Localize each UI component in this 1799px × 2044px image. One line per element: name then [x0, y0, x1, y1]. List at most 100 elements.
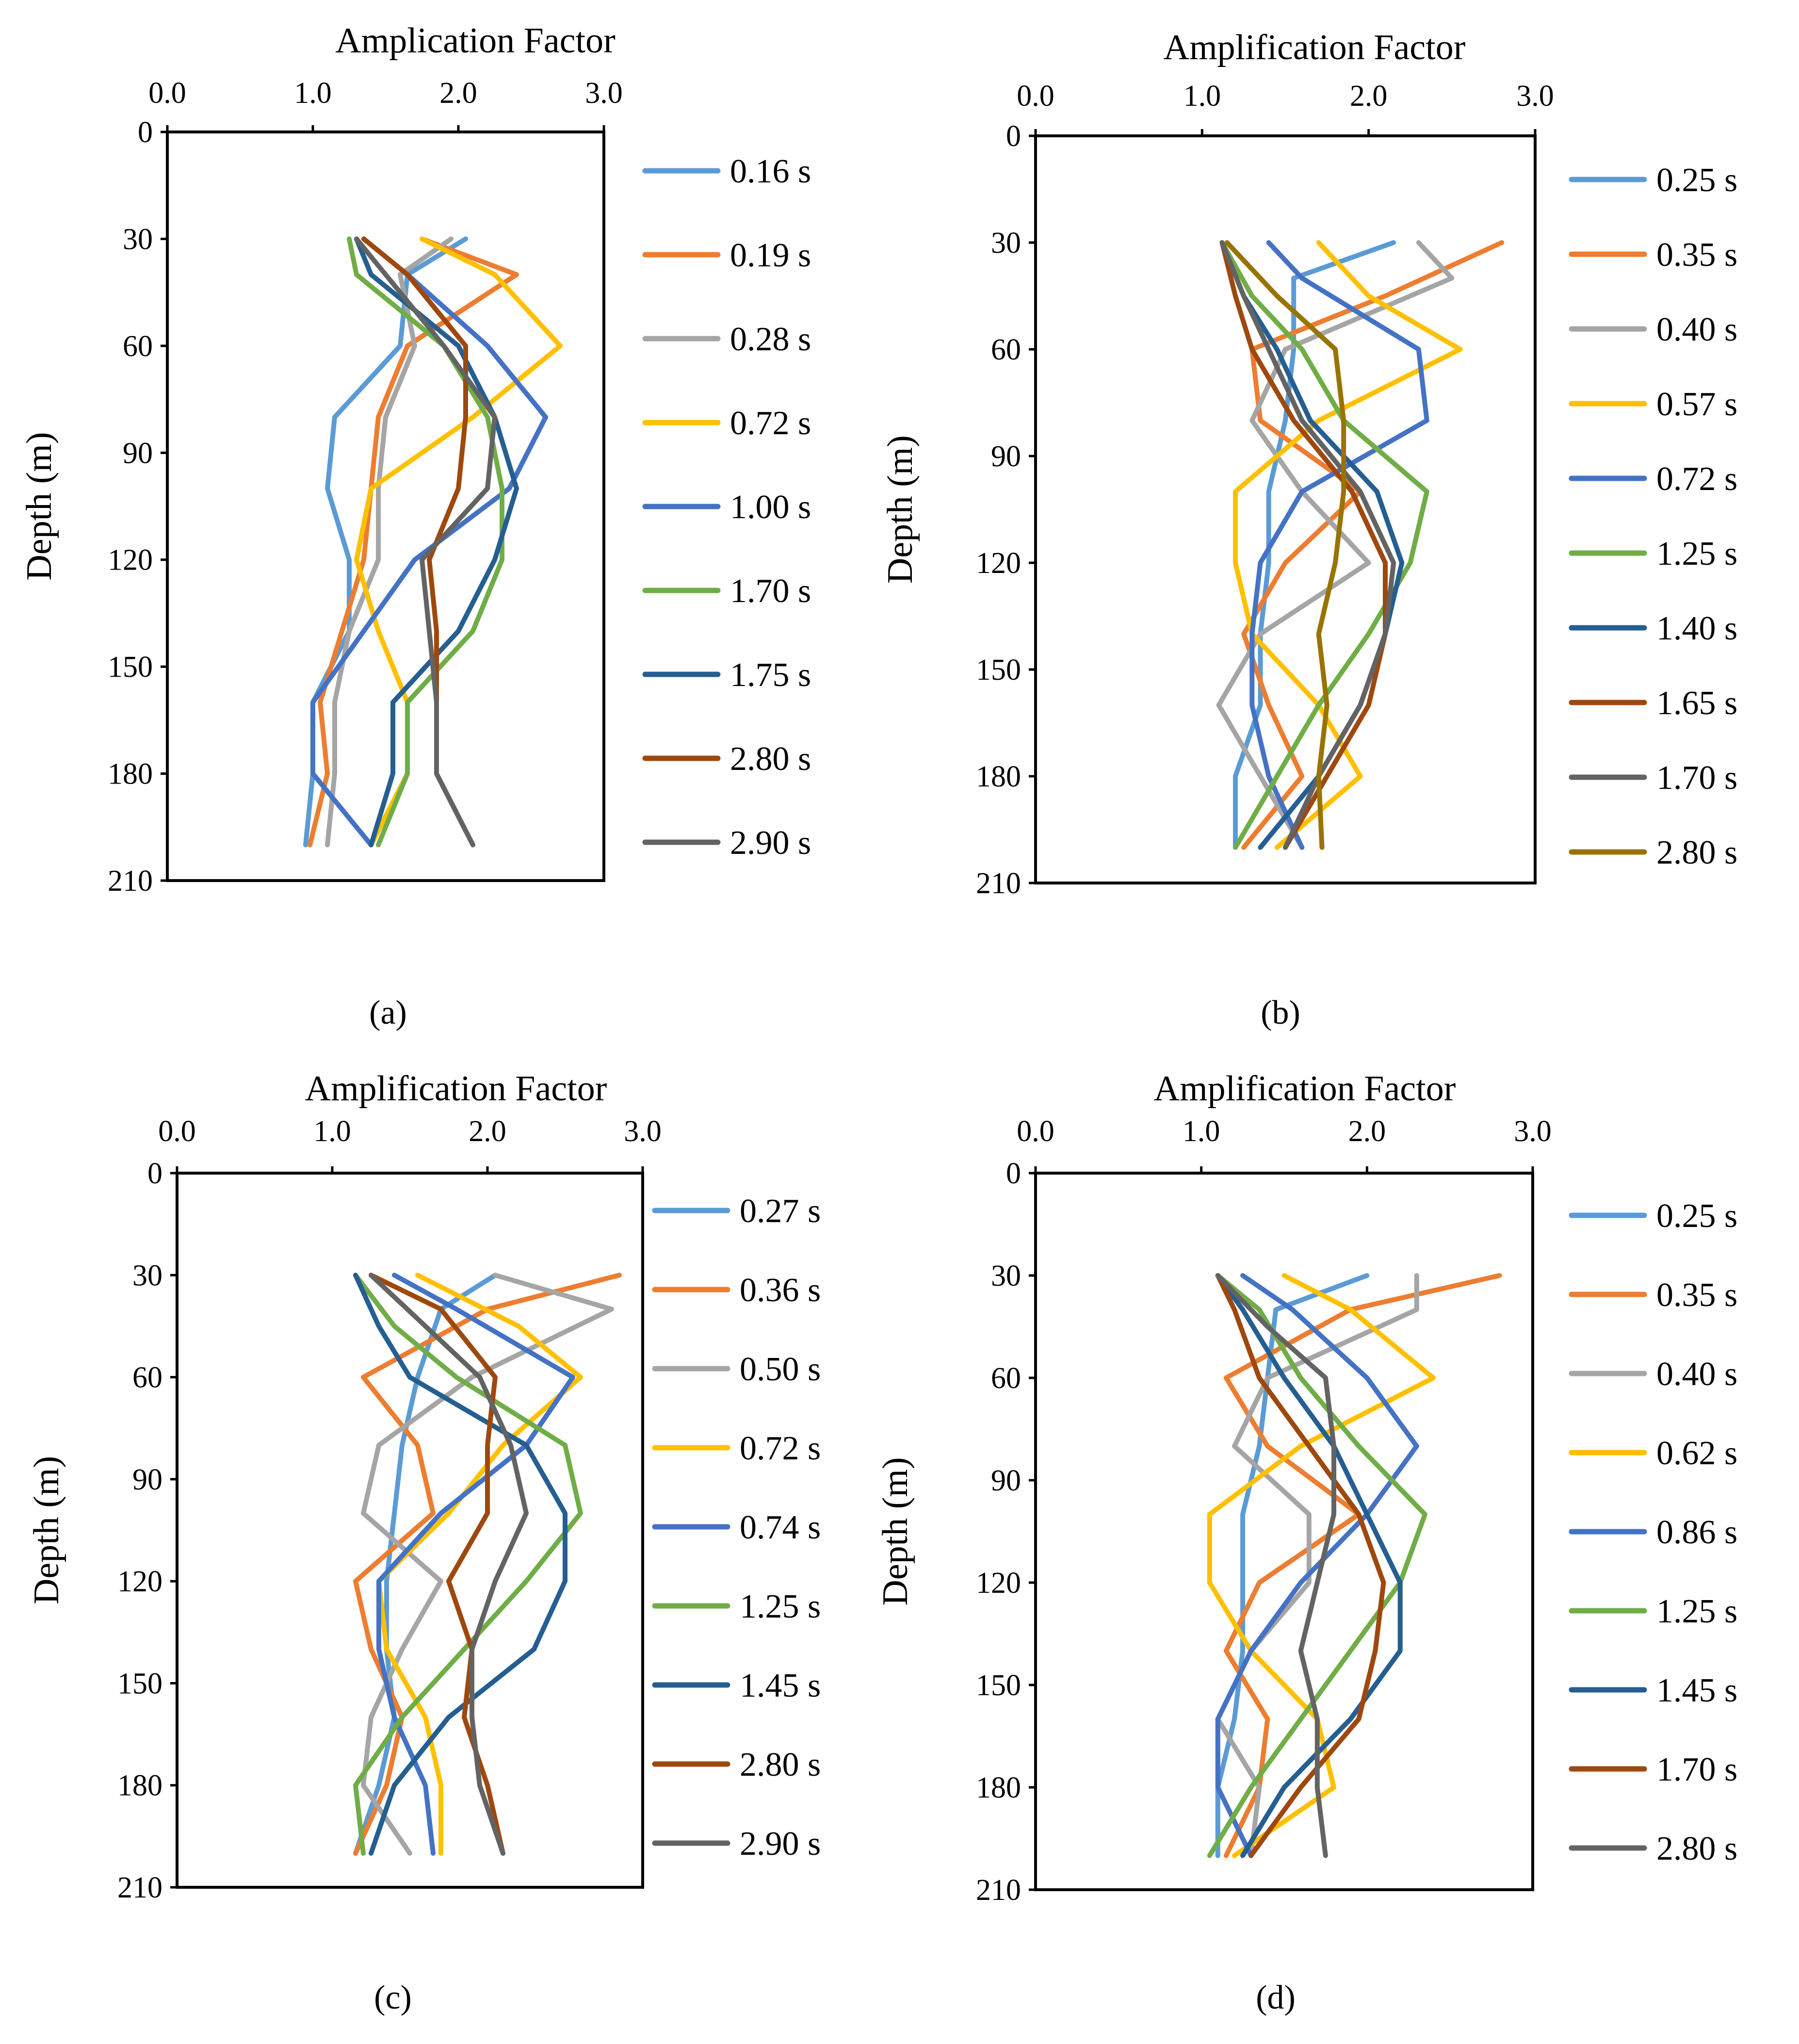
y-tick-label: 150 [976, 1669, 1021, 1702]
y-tick-label: 180 [108, 758, 153, 791]
plot-area-frame [176, 1172, 644, 1889]
y-tick-label: 90 [123, 437, 153, 470]
x-tick-label: 0.0 [1017, 1115, 1054, 1148]
x-tick-label: 2.0 [439, 77, 477, 110]
legend-label: 0.40 s [1656, 311, 1737, 348]
y-tick-label: 120 [108, 544, 153, 577]
legend-label: 2.80 s [740, 1746, 821, 1783]
series-line-1-25-s [1219, 240, 1429, 850]
legend-label: 2.90 s [730, 824, 811, 862]
x-tick-label: 1.0 [1183, 1115, 1220, 1148]
series-line-0-25-s [1215, 1273, 1370, 1858]
x-axis-title: Amplication Factor [335, 21, 615, 61]
panel-d: 0.0 1.0 2.0 3.0 0 30 60 90 120 150 180 210 Amplifica… [875, 1069, 1737, 2016]
y-tick-label: 180 [976, 760, 1021, 793]
series-line-2-80-s [1215, 1273, 1336, 1858]
x-tick-label: 2.0 [1350, 80, 1388, 113]
x-tick-label: 0.0 [158, 1115, 196, 1148]
legend-label: 1.70 s [1656, 1751, 1737, 1788]
legend-label: 0.74 s [740, 1509, 821, 1546]
y-tick-label: 0 [138, 116, 153, 149]
y-tick-label: 180 [976, 1771, 1021, 1804]
series-line-0-28-s [325, 236, 454, 848]
legend-label: 1.65 s [1656, 685, 1737, 722]
legend-label: 0.72 s [740, 1430, 821, 1467]
series-line-1-45-s [353, 1273, 567, 1856]
series-line-1-65-s [1219, 240, 1388, 850]
y-tick-label: 90 [132, 1463, 162, 1496]
series-line-0-35-s [1241, 240, 1505, 850]
legend-label: 0.50 s [740, 1351, 821, 1388]
series-line-0-74-s [376, 1273, 575, 1856]
series-line-0-62-s [1207, 1273, 1436, 1858]
series-line-0-72-s [1249, 240, 1429, 850]
legend-label: 0.25 s [1656, 1197, 1737, 1235]
legend-label: 0.36 s [740, 1272, 821, 1309]
legend-label: 1.75 s [730, 656, 811, 694]
y-tick-label: 0 [1006, 120, 1021, 153]
legend-label: 0.35 s [1656, 236, 1737, 274]
series-line-0-72-s [354, 236, 563, 848]
legend-label: 0.16 s [730, 153, 811, 190]
y-axis-title: Depth (m) [19, 432, 59, 580]
x-tick-label: 1.0 [1183, 80, 1221, 113]
legend-label: 1.00 s [730, 489, 811, 526]
y-tick-label: 180 [117, 1769, 162, 1802]
y-tick-label: 0 [147, 1157, 162, 1190]
y-tick-label: 60 [123, 330, 153, 363]
legend-label: 2.80 s [730, 740, 811, 778]
legend-label: 0.40 s [1656, 1356, 1737, 1393]
x-tick-label: 3.0 [585, 77, 623, 110]
panel-label: (b) [1261, 994, 1300, 1031]
x-axis-title: Amplification Factor [1154, 1069, 1456, 1109]
series-line-0-72-s [376, 1273, 583, 1856]
x-tick-label: 1.0 [294, 77, 332, 110]
series-line-1-70-s [1219, 240, 1396, 850]
series-line-0-36-s [353, 1273, 622, 1856]
y-axis-title: Depth (m) [875, 1457, 915, 1605]
panel-label: (a) [369, 994, 407, 1031]
y-tick-label: 30 [132, 1259, 162, 1292]
legend-label: 2.80 s [1656, 1830, 1737, 1867]
legend-label: 1.25 s [1656, 1593, 1737, 1630]
x-axis-title: Amplification Factor [1164, 28, 1466, 67]
panel-a: 0.0 1.0 2.0 3.0 0 30 60 90 120 150 180 210 Amplicati… [19, 21, 811, 1031]
x-axis-title: Amplification Factor [305, 1069, 607, 1109]
legend-label: 0.62 s [1656, 1435, 1737, 1472]
y-tick-label: 0 [1006, 1157, 1021, 1190]
series-line-1-00-s [310, 236, 548, 848]
series-line-0-40-s [1215, 1273, 1419, 1858]
plot-area-frame [166, 131, 605, 882]
legend-label: 1.45 s [740, 1667, 821, 1704]
legend-label: 1.70 s [1656, 759, 1737, 797]
panel-b: 0.0 1.0 2.0 3.0 0 30 60 90 120 150 180 210 Amplifica… [880, 28, 1737, 1031]
panel-label: (c) [374, 1979, 412, 2016]
legend-label: 0.19 s [730, 237, 811, 274]
y-tick-label: 60 [132, 1361, 162, 1394]
x-tick-label: 3.0 [1514, 1115, 1552, 1148]
y-tick-label: 120 [976, 547, 1021, 580]
y-tick-label: 150 [108, 651, 153, 684]
legend-label: 0.35 s [1656, 1276, 1737, 1314]
series-line-0-40-s [1216, 240, 1455, 850]
plot-area-frame [1034, 134, 1537, 884]
x-tick-label: 2.0 [469, 1115, 506, 1148]
series-line-1-25-s [1207, 1273, 1427, 1858]
series-line-1-25-s [353, 1273, 583, 1856]
series-line-2-80-s [1224, 240, 1346, 850]
x-tick-label: 2.0 [1348, 1115, 1386, 1148]
legend-label: 0.28 s [730, 321, 811, 358]
y-tick-label: 150 [976, 654, 1021, 687]
x-tick-label: 0.0 [148, 77, 186, 110]
legend-label: 1.40 s [1656, 610, 1737, 647]
y-tick-label: 90 [991, 1464, 1021, 1497]
y-tick-label: 210 [976, 1874, 1021, 1907]
panel-label: (d) [1256, 1979, 1296, 2016]
legend-label: 0.27 s [740, 1193, 821, 1230]
y-tick-label: 210 [976, 867, 1021, 900]
y-tick-label: 60 [991, 1362, 1021, 1395]
panel-c: 0.0 1.0 2.0 3.0 0 30 60 90 120 150 180 210 Amplifica… [27, 1069, 821, 2016]
x-tick-label: 3.0 [624, 1115, 662, 1148]
series-line-0-19-s [308, 236, 519, 848]
